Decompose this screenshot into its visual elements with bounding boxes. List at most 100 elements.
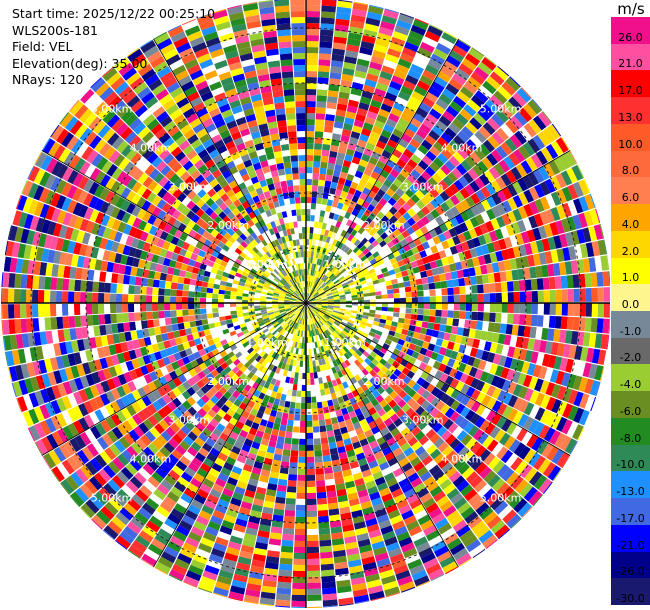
range-gate [318,259,323,266]
range-gate [283,443,292,451]
range-gate [320,293,327,297]
range-gate [285,504,296,511]
range-gate [306,47,319,54]
range-gate [378,26,394,37]
range-gate [465,139,478,152]
range-gate [474,90,489,104]
range-gate [306,0,321,6]
range-gate [339,294,346,298]
range-gate [447,295,454,303]
range-gate [417,175,428,186]
range-gate [429,187,440,198]
range-gate [425,222,434,232]
range-gate [489,303,497,313]
range-gate [405,74,419,86]
range-gate [369,309,376,314]
range-gate [383,178,393,188]
range-gate [330,181,338,189]
range-gate [538,225,548,239]
range-gate [309,298,316,302]
range-gate [444,220,454,230]
range-gate [320,557,334,565]
range-gate [314,335,319,342]
range-gate [407,122,419,134]
range-gate [393,293,400,298]
range-gate [344,291,351,295]
range-gate [594,333,603,349]
range-gate [291,444,299,451]
range-gate [597,239,607,256]
range-gate [176,283,184,290]
range-gate [345,277,353,282]
range-gate [261,291,268,295]
range-gate [517,325,525,337]
range-gate [14,273,22,288]
range-gate [477,234,487,246]
range-gate [482,122,496,135]
range-gate [501,249,510,261]
range-gate [519,303,526,314]
range-gate [308,287,311,294]
range-gate [348,26,364,35]
range-gate [310,251,314,258]
range-gate [392,250,401,258]
range-gate [329,150,338,159]
range-gate [306,89,317,96]
range-gate [355,64,369,73]
range-gate [422,96,435,108]
range-gate [566,275,574,289]
range-gate [359,245,367,252]
range-gate [553,329,561,342]
range-gate [596,271,604,287]
range-gate [129,275,136,285]
range-gate [309,227,314,234]
range-gate [358,178,368,187]
range-gate [381,303,388,307]
range-gate [326,256,332,264]
range-gate [306,414,313,421]
range-gate [384,8,400,14]
range-gate [146,286,153,295]
range-gate [573,303,581,317]
range-gate [306,4,321,12]
range-gate [422,283,430,291]
range-gate [306,456,315,463]
range-gate [380,183,389,193]
range-gate [295,402,301,409]
range-gate [491,149,503,163]
range-gate [218,303,225,308]
range-gate [572,274,580,288]
range-gate [395,188,405,198]
range-gate [294,534,306,541]
range-gate [311,191,318,198]
range-gate [379,70,393,81]
range-gate [480,199,491,211]
range-gate [362,286,369,291]
range-gate [554,316,562,329]
range-gate [368,5,384,15]
range-gate [152,311,159,320]
range-gate [363,148,373,157]
range-gate [509,358,519,371]
range-gate [583,210,594,227]
range-gate [366,110,378,120]
range-gate [528,215,538,229]
range-gate [314,143,323,150]
range-gate [459,286,466,295]
range-gate [298,372,303,379]
range-gate [335,220,342,228]
range-gate [358,52,372,62]
range-gate [336,202,344,210]
range-gate [378,155,389,165]
range-gate [407,208,416,217]
range-gate [322,284,328,290]
range-gate [289,456,298,463]
range-gate [428,282,436,290]
range-gate [170,317,178,325]
range-gate [353,1,369,6]
range-gate [441,32,457,45]
range-gate [381,307,388,312]
range-gate [276,587,291,595]
range-gate [449,333,457,343]
range-gate [62,304,69,316]
